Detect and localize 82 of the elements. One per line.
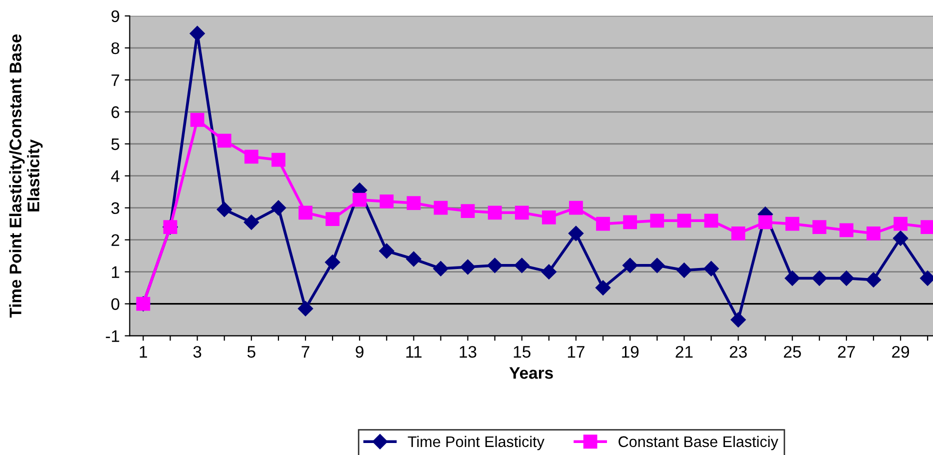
point (541, 264, 556, 280)
point (894, 216, 908, 231)
point (704, 214, 718, 228)
y-tick-label: 6 (112, 106, 120, 118)
x-tick-label: 11 (406, 346, 422, 358)
point (488, 206, 502, 220)
point (190, 26, 205, 42)
y-tick-label: -1 (106, 330, 120, 342)
point (622, 258, 638, 273)
point (406, 196, 421, 210)
point (623, 215, 638, 230)
point (460, 204, 475, 218)
y-tick-label: 5 (111, 138, 120, 150)
x-tick-label: 9 (356, 346, 364, 358)
point (704, 261, 719, 276)
point (379, 243, 394, 259)
point (677, 214, 692, 228)
point (758, 215, 772, 230)
y-tick-label: 1 (112, 266, 120, 278)
point (731, 226, 746, 240)
point (569, 200, 583, 215)
point (676, 262, 692, 278)
y-tick-label: 7 (112, 74, 120, 86)
point (460, 259, 476, 275)
point (352, 192, 367, 207)
point (596, 216, 610, 231)
point (568, 226, 584, 242)
point (650, 214, 664, 228)
x-tick-label: 3 (193, 346, 202, 358)
x-tick-label: 15 (514, 346, 530, 358)
point (595, 280, 611, 296)
x-tick-label: 5 (247, 346, 256, 358)
point (217, 134, 232, 148)
point (892, 230, 908, 246)
point (216, 202, 232, 218)
point (434, 200, 448, 215)
x-tick-label: 1 (140, 346, 148, 358)
point (542, 210, 556, 224)
point (812, 270, 827, 286)
point (650, 258, 665, 273)
point (514, 258, 530, 273)
point (784, 270, 800, 286)
point (406, 251, 422, 267)
x-tick-label: 17 (568, 346, 584, 358)
point (487, 258, 502, 273)
y-tick-label: 9 (111, 10, 120, 22)
x-tick-label: 27 (838, 346, 855, 358)
point (244, 150, 258, 164)
y-tick-label: 0 (111, 298, 120, 310)
x-tick-label: 23 (730, 346, 747, 358)
point (433, 261, 448, 276)
point (324, 254, 340, 270)
point (838, 270, 854, 286)
point (298, 301, 314, 316)
y-tick-label: 2 (112, 234, 120, 246)
x-axis-title: Years (509, 367, 553, 379)
legend-label: Time Point Elasticity (408, 436, 544, 450)
point (730, 312, 746, 328)
point (866, 272, 882, 288)
point (380, 194, 394, 208)
point (514, 206, 529, 220)
point (272, 152, 286, 167)
x-tick-label: 13 (460, 346, 476, 358)
point (326, 212, 340, 226)
y-tick-label: 8 (111, 42, 120, 54)
point (298, 206, 312, 220)
x-tick-label: 21 (676, 346, 693, 358)
x-tick-label: 25 (784, 346, 801, 358)
point (190, 112, 204, 127)
y-axis-title: Time Point Elasticity/Constant Base Elasticity (9, 34, 43, 318)
y-tick-label: 4 (111, 170, 120, 182)
x-tick-label: 19 (622, 346, 639, 358)
point (866, 226, 880, 240)
legend-label: Constant Base Elasticiy (618, 436, 778, 450)
point (840, 223, 854, 238)
y-tick-label: 3 (111, 202, 120, 214)
point (244, 214, 259, 230)
x-tick-label: 29 (892, 346, 910, 358)
point (270, 200, 286, 216)
x-tick-label: 7 (302, 346, 310, 358)
point (812, 220, 826, 234)
point (785, 216, 800, 231)
